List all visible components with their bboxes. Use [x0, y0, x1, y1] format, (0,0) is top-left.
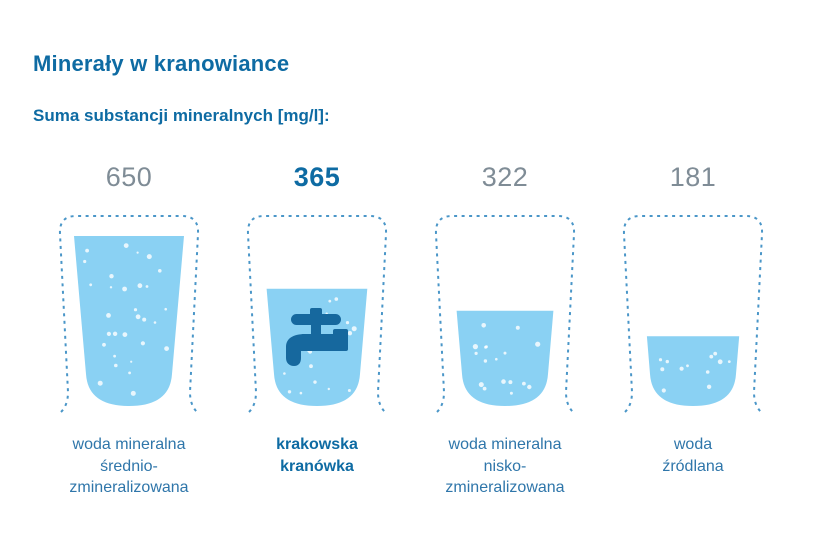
glass-column: 650 woda mineralna średnio- zmineralizowa… — [35, 160, 223, 499]
glass-outline — [58, 215, 200, 413]
mineral-sum-value: 322 — [481, 162, 529, 192]
mineral-sum-value: 650 — [105, 162, 153, 192]
glasses-row: 650 woda mineralna średnio- zmineralizowa… — [35, 160, 787, 499]
water-type-label: woda źródlana — [662, 436, 724, 475]
bubbles — [658, 351, 731, 393]
mineral-sum-value: 365 — [293, 162, 341, 192]
mineral-sum-value: 181 — [669, 162, 717, 192]
water-fill — [646, 336, 740, 406]
water-glass-icon — [622, 215, 764, 413]
water-type-label: krakowska kranówka — [276, 436, 358, 475]
glass-outline — [622, 215, 764, 413]
glass-outline — [246, 215, 388, 413]
water-type-label: woda mineralna nisko- zmineralizowana — [445, 436, 565, 497]
glass-column: 181 woda źródlana — [599, 160, 787, 499]
water-fill — [456, 310, 554, 406]
water-glass-icon — [434, 215, 576, 413]
faucet-icon — [286, 308, 348, 366]
water-glass-icon — [58, 215, 200, 413]
bubbles — [83, 243, 169, 396]
water-fill — [74, 236, 184, 406]
glass-column: 322 woda mineralna nisko- zmineralizowana — [411, 160, 599, 499]
page-title: Minerały w kranowiance — [33, 50, 290, 76]
glass-outline — [434, 215, 576, 413]
water-type-label: woda mineralna średnio- zmineralizowana — [69, 436, 189, 497]
glass-column: 365 krakowska kranówka — [223, 160, 411, 499]
bubbles — [472, 323, 541, 395]
chart-subtitle: Suma substancji mineralnych [mg/l]: — [33, 106, 330, 126]
water-glass-icon — [246, 215, 388, 413]
